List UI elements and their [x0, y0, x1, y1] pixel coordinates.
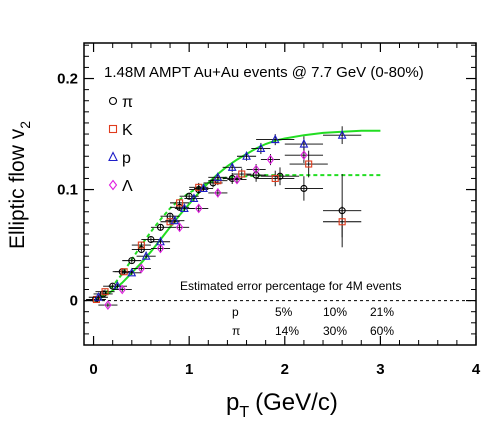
error-value: 21% — [370, 305, 394, 319]
axis-ticks: 0 1 2 3 4 0 0.1 0.2 — [57, 43, 481, 378]
data-point-triangle — [213, 172, 223, 181]
data-point-triangle — [189, 193, 199, 202]
data-point-triangle — [227, 162, 237, 171]
data-point-diamond — [195, 203, 203, 214]
data-point-diamond — [266, 154, 275, 165]
data-point-circle — [156, 223, 165, 231]
data-point-triangle — [141, 250, 151, 260]
data-point-square — [166, 218, 174, 226]
data-point-diamond — [300, 150, 308, 161]
legend-label: Λ — [122, 178, 133, 195]
data-point-circle — [128, 257, 136, 265]
data-markers — [85, 126, 362, 310]
data-point-triangle — [270, 134, 280, 144]
plot-frame — [83, 42, 477, 346]
error-value: 30% — [323, 324, 347, 338]
data-point-triangle — [127, 267, 137, 277]
data-point-circle — [185, 192, 193, 200]
x-axis-title-main: p — [226, 389, 239, 416]
data-point-triangle — [199, 183, 208, 192]
data-point-square — [238, 170, 246, 178]
data-point-circle — [147, 235, 155, 244]
data-point-triangle — [256, 143, 266, 153]
data-point-diamond — [233, 174, 241, 185]
x-tick-label: 4 — [472, 361, 481, 378]
y-axis-title-main: Elliptic flow v — [6, 128, 29, 249]
data-point-triangle — [180, 203, 189, 212]
data-point-triangle — [93, 292, 103, 301]
x-tick-label: 1 — [185, 361, 193, 378]
legend-label: π — [122, 94, 133, 111]
error-row-label: p — [232, 305, 239, 319]
data-point-diamond — [214, 187, 222, 198]
error-value: 5% — [275, 305, 293, 319]
data-point-square — [338, 218, 346, 226]
error-value: 14% — [275, 324, 299, 338]
data-point-circle — [276, 172, 284, 180]
data-point-diamond — [108, 179, 118, 191]
y-tick-label: 0 — [70, 293, 78, 310]
data-point-square — [120, 268, 128, 276]
data-point-triangle — [337, 129, 347, 139]
x-axis-title: pT (GeV/c) — [226, 389, 338, 421]
error-value: 60% — [370, 324, 394, 338]
data-point-triangle — [170, 215, 180, 225]
data-point-triangle — [299, 138, 309, 148]
chart-title: 1.48M AMPT Au+Au events @ 7.7 GeV (0-80%… — [104, 64, 424, 81]
legend-label: K — [122, 122, 133, 139]
data-point-triangle — [242, 151, 251, 160]
data-point-diamond — [156, 243, 165, 254]
error-table-title: Estimated error percentage for 4M events — [180, 279, 401, 293]
data-point-square — [137, 241, 145, 249]
y-axis-title-subscript: 2 — [17, 121, 33, 129]
error-value: 10% — [323, 305, 347, 319]
legend-label: p — [122, 150, 131, 167]
y-axis-title: Elliptic flow v2 — [6, 121, 33, 249]
data-point-diamond — [252, 164, 260, 175]
data-point-square — [271, 174, 279, 183]
y-tick-label: 0.2 — [57, 71, 78, 88]
x-tick-label: 0 — [89, 361, 97, 378]
data-point-diamond — [137, 263, 146, 274]
data-point-circle — [300, 184, 308, 192]
data-point-circle — [209, 179, 217, 187]
error-row-label: π — [232, 324, 240, 338]
data-point-circle — [108, 96, 118, 106]
data-point-diamond — [175, 222, 184, 233]
data-point-square — [176, 199, 184, 207]
x-axis-title-subscript: T — [239, 404, 249, 421]
data-point-square — [101, 288, 109, 296]
x-axis-title-unit: (GeV/c) — [255, 389, 338, 416]
data-point-diamond — [104, 300, 112, 310]
data-point-diamond — [118, 284, 126, 295]
x-tick-label: 2 — [281, 361, 289, 378]
data-point-triangle — [108, 151, 118, 162]
data-point-square — [305, 160, 313, 168]
y-tick-label: 0.1 — [57, 182, 78, 199]
x-tick-label: 3 — [376, 361, 384, 378]
data-point-square — [108, 124, 118, 134]
